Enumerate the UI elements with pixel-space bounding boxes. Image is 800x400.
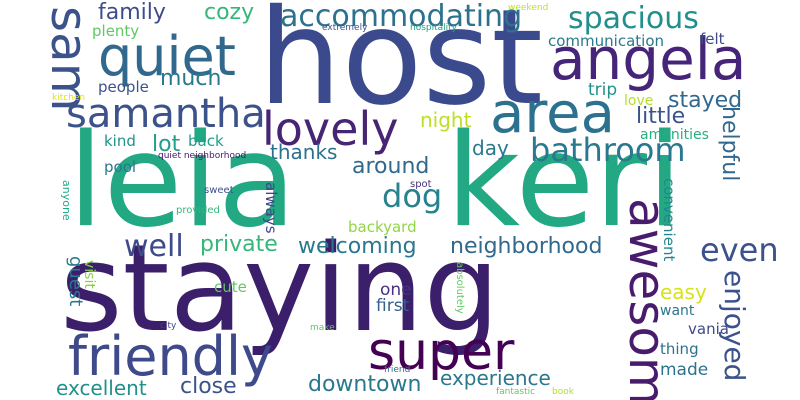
word-amenities: amenities [640,127,709,143]
word-cozy: cozy [204,0,255,25]
word-thing: thing [660,340,699,358]
word-keri: keri [446,107,683,256]
word-angela: angela [550,25,747,93]
word-lovely: lovely [262,102,399,156]
word-book: book [552,387,574,397]
word-private: private [200,232,278,257]
word-people: people [98,78,149,96]
word-day: day [472,136,509,160]
word-accommodating: accommodating [280,0,523,34]
word-fantastic: fantastic [496,387,536,397]
word-even: even [700,231,779,269]
word-super: super [368,322,515,382]
word-samantha: samantha [66,91,266,137]
word-weekend: weekend [508,3,549,13]
word-kind: kind [104,132,136,150]
word-spot: spot [410,179,432,190]
word-leia: leia [68,107,297,256]
word-helpful: helpful [717,106,742,182]
word-hospitality: hospitality [410,23,458,33]
word-excellent: excellent [56,376,147,400]
word-kitchen: kitchen [52,93,86,103]
word-easy: easy [660,280,707,304]
word-always: always [262,182,280,234]
word-quiet-neighborhood: quiet neighborhood [158,151,247,161]
word-vania: vania [688,320,729,338]
word-neighborhood: neighborhood [450,234,603,259]
word-downtown: downtown [308,372,422,397]
word-want: want [660,303,695,319]
word-communication: communication [548,32,665,50]
word-stayed: stayed [668,88,743,113]
word-friend: friend [384,365,411,375]
word-well: well [124,229,184,264]
word-much: much [160,66,222,91]
word-absolutely: absolutely [454,262,465,314]
word-love: love [624,93,654,109]
word-back: back [188,132,224,150]
word-plenty: plenty [92,22,140,40]
word-spacious: spacious [568,1,699,36]
word-convenient: convenient [660,178,678,262]
word-make: make [310,323,335,333]
word-thanks: thanks [270,140,338,164]
word-close: close [180,374,237,399]
word-backyard: backyard [348,218,417,236]
word-cute: cute [214,278,247,296]
word-provided: provided [176,205,220,216]
word-staying: staying [60,220,500,359]
word-area: area [490,81,615,146]
word-lot: lot [152,132,181,157]
word-welcoming: welcoming [298,234,417,259]
word-felt: felt [700,30,725,48]
word-first: first [376,296,410,316]
word-visit: visit [81,260,97,289]
word-pool: pool [104,158,137,176]
word-friendly: friendly [68,325,273,388]
word-trip: trip [588,80,618,100]
word-bathroom: bathroom [530,131,686,169]
word-little: little [636,104,686,129]
word-host: host [258,0,543,135]
word-extremely: extremely [322,23,368,33]
word-around: around [352,154,430,179]
word-city: city [160,321,177,331]
word-family: family [98,0,166,25]
word-sweet: sweet [204,185,234,196]
word-made: made [660,360,709,380]
word-night: night [420,108,472,132]
word-one: one [380,280,412,300]
word-experience: experience [440,366,551,390]
word-dog: dog [382,177,443,215]
word-anyone: anyone [60,180,73,221]
word-quiet: quiet [98,25,236,88]
